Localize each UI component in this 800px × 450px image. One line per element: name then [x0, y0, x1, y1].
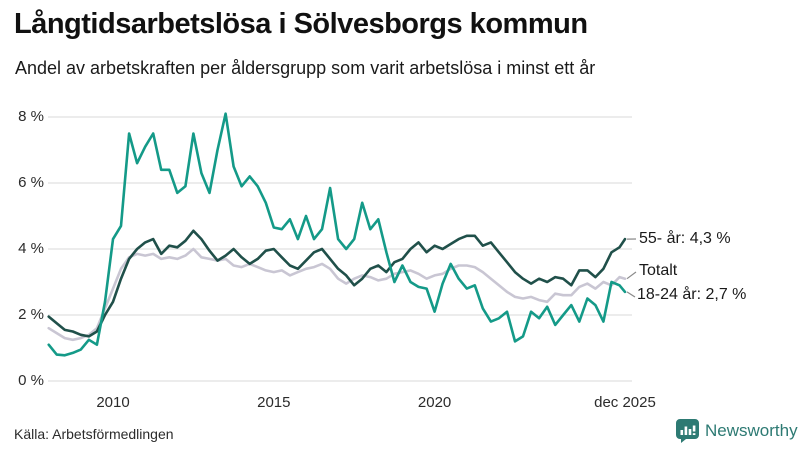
label-connectors [626, 238, 637, 298]
line-totalt [47, 247, 627, 342]
connector-line [626, 271, 637, 280]
y-tick-label: 2 % [18, 306, 44, 323]
series-lines [47, 112, 627, 357]
end-label-18-24: 18-24 år: 2,7 % [637, 286, 747, 303]
y-tick-label: 6 % [18, 174, 44, 191]
x-tick-label: 2020 [417, 394, 452, 411]
source-note: Källa: Arbetsförmedlingen [14, 426, 174, 442]
x-tick-label: 2010 [96, 394, 130, 411]
y-tick-label: 8 % [18, 108, 44, 125]
x-tick-label: dec 2025 [594, 394, 656, 411]
newsworthy-logo [676, 419, 699, 443]
line-18-24-r [47, 112, 627, 357]
newsworthy-brand[interactable]: Newsworthy [676, 419, 798, 443]
y-tick-label: 0 % [18, 372, 44, 389]
newsworthy-wordmark: Newsworthy [705, 421, 798, 440]
chart-subtitle: Andel av arbetskraften per åldersgrupp s… [15, 58, 596, 78]
end-label-totalt: Totalt [639, 262, 678, 279]
page-title: Långtidsarbetslösa i Sölvesborgs kommun [14, 8, 588, 40]
connector-line [626, 291, 636, 298]
line-55-r [47, 229, 627, 338]
x-tick-label: 2015 [257, 394, 291, 411]
end-label-55: 55- år: 4,3 % [639, 230, 731, 247]
y-tick-label: 4 % [18, 240, 44, 257]
